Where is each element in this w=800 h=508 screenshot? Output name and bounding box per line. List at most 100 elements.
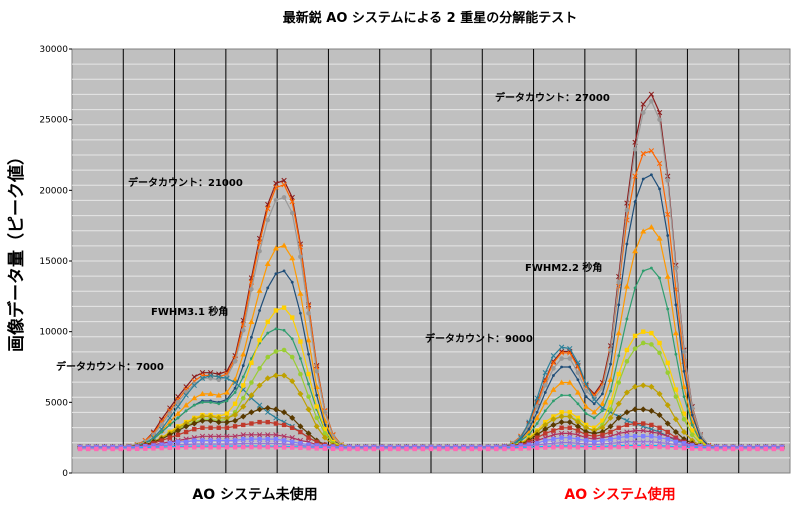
annotation-count-9000: データカウント：9000 [425, 332, 533, 345]
data-point [298, 441, 303, 446]
data-point [574, 423, 581, 430]
data-point [518, 435, 524, 441]
data-point [256, 440, 263, 446]
data-point [738, 446, 744, 452]
data-point [209, 400, 213, 404]
data-point [575, 440, 581, 446]
data-point [314, 368, 320, 374]
data-point [305, 430, 312, 437]
data-point [616, 439, 622, 446]
data-point [632, 434, 638, 439]
data-point [648, 383, 655, 390]
data-point [102, 446, 107, 452]
data-point [289, 198, 295, 205]
data-point [445, 446, 450, 452]
data-point [584, 412, 588, 416]
annotation-fwhm-2-2: FWHM2.2 秒角 [525, 261, 602, 274]
data-point [281, 433, 287, 439]
data-point [298, 371, 303, 377]
data-point [640, 340, 646, 346]
data-point [273, 184, 279, 191]
data-point [420, 446, 426, 452]
data-point [273, 308, 279, 313]
data-point [183, 392, 189, 398]
data-point [257, 248, 262, 254]
data-point [681, 445, 687, 451]
data-point [526, 446, 532, 451]
data-point [264, 260, 271, 267]
data-point [216, 374, 222, 380]
data-point [272, 245, 279, 251]
data-point [159, 438, 164, 443]
data-point [240, 327, 246, 333]
data-point [298, 254, 303, 260]
data-point [518, 443, 523, 448]
data-point [632, 427, 638, 434]
data-point [223, 414, 230, 421]
gridlines [72, 49, 790, 473]
data-point [469, 446, 475, 452]
data-point [608, 400, 613, 405]
data-point [240, 351, 247, 357]
data-point [257, 419, 262, 425]
data-point [160, 430, 164, 434]
data-point [641, 269, 645, 273]
data-point [298, 357, 302, 360]
data-point [217, 402, 221, 406]
data-point [240, 413, 247, 420]
data-point [534, 395, 540, 401]
data-point [575, 370, 581, 375]
annotation-count-7000: データカウント：7000 [56, 360, 164, 373]
data-point [648, 439, 655, 445]
data-point [281, 182, 287, 188]
data-point [428, 446, 434, 452]
data-point [567, 356, 573, 361]
data-point [601, 409, 604, 413]
data-point [681, 441, 687, 446]
data-point [485, 446, 491, 452]
data-point [575, 436, 581, 442]
data-point [347, 446, 352, 452]
data-point [608, 347, 613, 353]
data-point [690, 428, 695, 433]
data-point [706, 446, 711, 452]
data-point [290, 445, 295, 450]
y-tick-label: 25000 [39, 116, 68, 126]
data-point [616, 425, 621, 430]
data-point [273, 432, 279, 438]
data-point [550, 386, 557, 392]
data-point [550, 360, 557, 366]
data-point [396, 446, 401, 452]
data-point [297, 290, 304, 296]
data-point [665, 445, 670, 450]
data-point [552, 399, 555, 403]
data-point [656, 430, 663, 437]
data-point [641, 444, 646, 449]
data-point [615, 414, 622, 421]
data-point [747, 446, 752, 452]
data-point [543, 445, 548, 450]
data-point [600, 445, 605, 450]
data-point [322, 431, 328, 436]
data-point [250, 335, 253, 339]
data-point [264, 404, 271, 411]
data-point [640, 228, 647, 234]
data-point [297, 390, 304, 397]
data-point [232, 433, 238, 439]
data-point [542, 369, 548, 376]
data-point [290, 280, 294, 284]
data-point [607, 414, 614, 421]
data-point [666, 307, 670, 311]
data-point [600, 438, 605, 443]
data-point [257, 366, 262, 371]
data-point [240, 403, 247, 410]
y-tick-label: 10000 [39, 328, 68, 338]
data-point [272, 406, 279, 413]
data-point [241, 364, 245, 367]
data-point [192, 438, 197, 443]
data-point [249, 436, 254, 442]
data-point [199, 433, 206, 439]
data-point [624, 347, 630, 353]
data-point [567, 345, 573, 352]
